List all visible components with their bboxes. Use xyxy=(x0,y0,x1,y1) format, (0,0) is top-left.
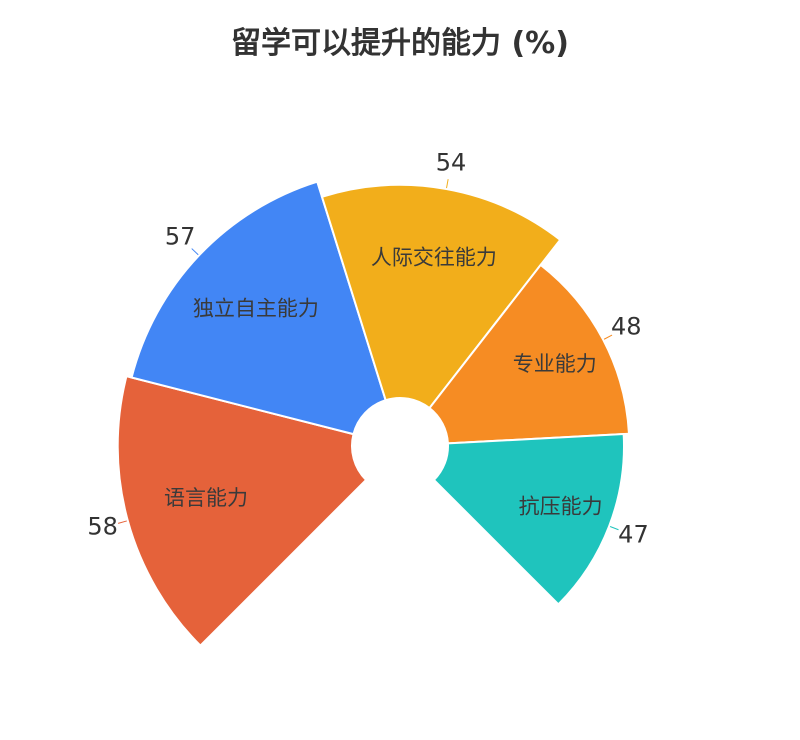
slice-pressure[interactable] xyxy=(432,432,625,606)
slice-language[interactable] xyxy=(116,374,368,648)
slice-label-language: 语言能力 xyxy=(164,486,248,510)
leader-line-social xyxy=(446,179,449,189)
slice-label-professional: 专业能力 xyxy=(513,352,597,376)
value-label-professional: 48 xyxy=(611,313,642,341)
value-label-social: 54 xyxy=(436,148,467,176)
leader-line-language xyxy=(117,520,127,524)
slice-professional[interactable] xyxy=(428,263,631,445)
slice-social[interactable] xyxy=(320,183,562,410)
slice-label-independence: 独立自主能力 xyxy=(193,296,319,320)
leader-line-independence xyxy=(191,248,199,256)
slice-independence[interactable] xyxy=(130,180,387,436)
leader-line-professional xyxy=(603,334,613,340)
slice-label-pressure: 抗压能力 xyxy=(519,495,603,519)
value-label-independence: 57 xyxy=(165,223,196,251)
leader-line-pressure xyxy=(609,526,619,531)
value-label-pressure: 47 xyxy=(618,520,649,548)
value-label-language: 58 xyxy=(87,513,118,541)
chart-title: 留学可以提升的能力 (%) xyxy=(231,26,569,61)
slice-label-social: 人际交往能力 xyxy=(371,245,497,269)
